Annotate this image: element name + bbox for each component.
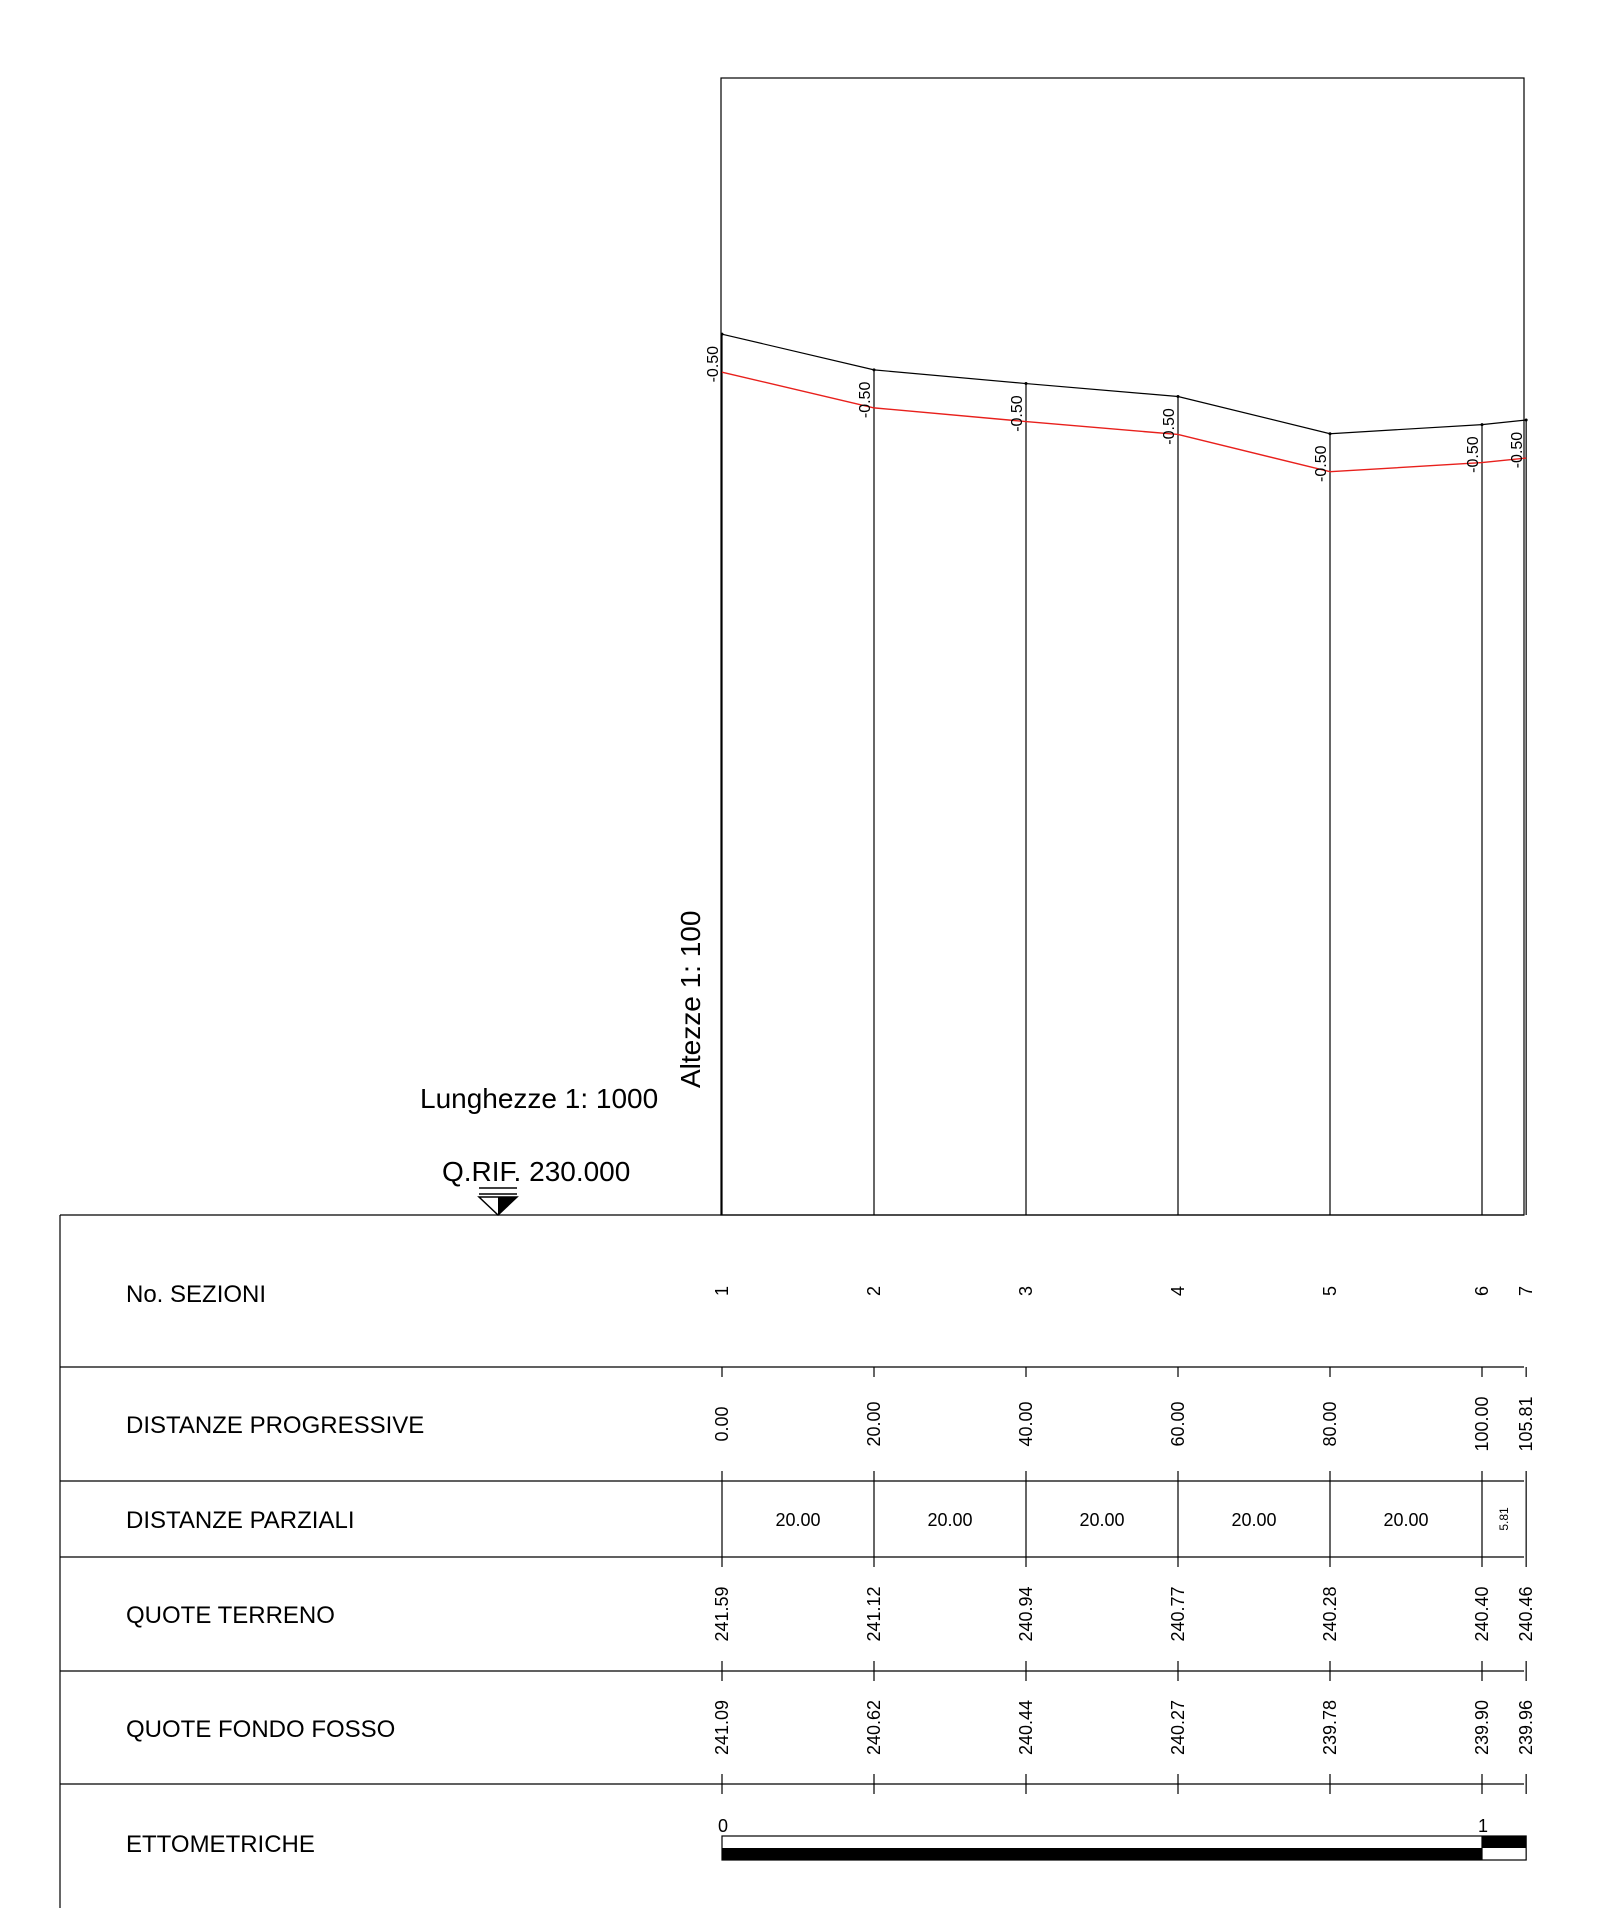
progressive-distance-value: 60.00: [1168, 1401, 1188, 1446]
section-number: 4: [1168, 1286, 1188, 1296]
ground-elevation-value: 240.40: [1472, 1586, 1492, 1641]
row-label-sections: No. SEZIONI: [126, 1281, 266, 1308]
reference-level-marker: Q.RIF. 230.000: [442, 1156, 630, 1217]
hectometric-tick-label: 1: [1478, 1816, 1488, 1836]
ditch-bottom-elevation-value: 239.90: [1472, 1700, 1492, 1755]
row-label-ditch-bottom-elevations: QUOTE FONDO FOSSO: [126, 1716, 395, 1743]
ground-point: [1024, 382, 1028, 386]
progressive-distance-value: 105.81: [1516, 1396, 1536, 1451]
ground-point: [1176, 394, 1180, 398]
ditch-bottom-elevation-value: 241.09: [712, 1700, 732, 1755]
depth-label: -0.50: [1161, 408, 1178, 445]
table-values: 1 2 3 4 5 6 7 0.00 20.00 40.00 60.00 80.00 100.00 105…: [712, 1286, 1536, 1784]
progressive-distance-value: 0.00: [712, 1406, 732, 1441]
ditch-bottom-elevation-value: 240.44: [1016, 1700, 1036, 1755]
progressive-distance-value: 40.00: [1016, 1401, 1036, 1446]
ground-elevation-value: 241.12: [864, 1586, 884, 1641]
row-label-progressive-distances: DISTANZE PROGRESSIVE: [126, 1412, 424, 1439]
section-vertical-lines: [721, 334, 1527, 1557]
ground-point: [872, 368, 876, 372]
ground-elevation-value: 241.59: [712, 1586, 732, 1641]
section-number: 2: [864, 1286, 884, 1296]
ditch-bottom-profile-line: [721, 371, 1527, 473]
profile-lines: [720, 332, 1528, 473]
hectometric-bar-segment: [722, 1848, 1482, 1860]
ditch-bottom-elevation-value: 240.27: [1168, 1700, 1188, 1755]
row-label-ground-elevations: QUOTE TERRENO: [126, 1602, 335, 1629]
row-label-hectometric: ETTOMETRICHE: [126, 1831, 315, 1858]
depth-labels: -0.50 -0.50 -0.50 -0.50 -0.50 -0.50 -0.50: [705, 346, 1526, 482]
ground-elevation-value: 240.28: [1320, 1586, 1340, 1641]
ditch-bottom-elevation-value: 239.78: [1320, 1700, 1340, 1755]
partial-distance-value: 20.00: [775, 1510, 820, 1530]
ground-elevation-value: 240.94: [1016, 1586, 1036, 1641]
depth-label: -0.50: [1313, 445, 1330, 482]
lengths-scale-label: Lunghezze 1: 1000: [420, 1083, 658, 1114]
progressive-distance-value: 20.00: [864, 1401, 884, 1446]
depth-label: -0.50: [705, 346, 722, 383]
ground-elevation-value: 240.46: [1516, 1586, 1536, 1641]
partial-distance-value: 20.00: [1079, 1510, 1124, 1530]
heights-scale-label: Altezze 1: 100: [675, 911, 706, 1088]
ditch-bottom-elevation-value: 239.96: [1516, 1700, 1536, 1755]
ground-point: [720, 332, 724, 336]
partial-distance-value: 20.00: [1231, 1510, 1276, 1530]
ditch-bottom-elevation-value: 240.62: [864, 1700, 884, 1755]
section-number: 3: [1016, 1286, 1036, 1296]
hectometric-tick-label: 0: [718, 1816, 728, 1836]
depth-label: -0.50: [1009, 395, 1026, 432]
section-number: 1: [712, 1286, 732, 1296]
hectometric-bar-segment: [1482, 1836, 1527, 1848]
partial-distance-value: 20.00: [927, 1510, 972, 1530]
depth-label: -0.50: [857, 382, 874, 419]
ground-point: [1524, 418, 1528, 422]
partial-distance-value: 5.81: [1497, 1507, 1511, 1531]
section-number: 5: [1320, 1286, 1340, 1296]
row-label-partial-distances: DISTANZE PARZIALI: [126, 1507, 354, 1534]
section-number: 6: [1472, 1286, 1492, 1296]
data-table-frame: [59, 1214, 1524, 1908]
reference-level-label: Q.RIF. 230.000: [442, 1156, 630, 1187]
depth-label: -0.50: [1509, 432, 1526, 469]
profile-frame: [720, 77, 1525, 1216]
partial-distance-value: 20.00: [1383, 1510, 1428, 1530]
ground-point: [1480, 423, 1484, 427]
ground-elevation-value: 240.77: [1168, 1586, 1188, 1641]
depth-label: -0.50: [1465, 436, 1482, 473]
progressive-distance-value: 100.00: [1472, 1396, 1492, 1451]
ground-point: [1328, 432, 1332, 436]
progressive-distance-value: 80.00: [1320, 1401, 1340, 1446]
section-number: 7: [1516, 1286, 1536, 1296]
ground-profile-line: [721, 333, 1527, 435]
